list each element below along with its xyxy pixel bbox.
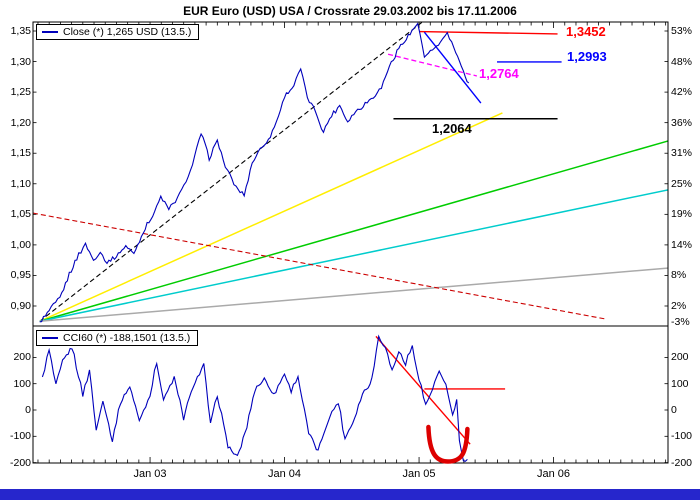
- price-legend[interactable]: Close (*) 1,265 USD (13.5.): [36, 24, 200, 40]
- price-y-axis-label-left: 0,95: [10, 269, 31, 282]
- price-y-axis-label-right: 31%: [671, 147, 693, 160]
- x-axis-label: Jan 06: [536, 468, 571, 480]
- price-y-axis-label-right: 48%: [671, 55, 693, 68]
- price-y-axis-label-right: 42%: [671, 86, 693, 99]
- price-y-axis-label-left: 1,25: [10, 86, 31, 99]
- price-y-axis-label-left: 1,30: [10, 55, 31, 68]
- price-y-axis-label-right: 53%: [671, 25, 693, 37]
- price-y-axis-label-right: -3%: [671, 316, 690, 328]
- price-level-label-2: 1,2764: [479, 66, 519, 81]
- price-y-axis-label-right: 14%: [671, 238, 693, 251]
- price-y-axis-label-right: 19%: [671, 208, 693, 221]
- cci-y-axis-label-left: -200: [9, 456, 31, 469]
- chart-title: EUR Euro (USD) USA / Crossrate 29.03.200…: [183, 4, 517, 18]
- price-level-label-0: 1,3452: [566, 24, 606, 39]
- taskbar-strip: [0, 489, 700, 500]
- price-y-axis-label-left: 1,20: [10, 116, 31, 129]
- cci-y-axis-label-left: 100: [13, 377, 31, 390]
- cci-legend-label: CCI60 (*) -188,1501 (13.5.): [63, 332, 191, 344]
- price-line-swatch: [42, 31, 58, 33]
- price-y-axis-label-left: 1,00: [10, 238, 31, 251]
- cci-y-axis-label-left: -100: [9, 430, 31, 443]
- price-y-axis-label-left: 1,10: [10, 177, 31, 190]
- x-axis-label: Jan 03: [133, 468, 167, 480]
- cci-line-swatch: [42, 337, 58, 339]
- cci-y-axis-label-right: 0: [671, 404, 677, 416]
- price-y-axis-label-left: 0,90: [10, 299, 31, 312]
- price-y-axis-label-left: 1,35: [10, 25, 31, 37]
- cci-y-axis-label-left: 200: [13, 351, 31, 364]
- price-y-axis-label-right: 36%: [671, 116, 693, 129]
- cci-y-axis-label-right: -100: [671, 430, 693, 443]
- price-y-axis-label-right: 2%: [671, 299, 687, 312]
- cci-y-axis-label-right: 100: [671, 377, 689, 390]
- price-y-axis-label-right: 25%: [671, 177, 693, 190]
- price-y-axis-label-right: 8%: [671, 269, 687, 282]
- cci-y-axis-label-right: 200: [671, 351, 689, 364]
- price-legend-label: Close (*) 1,265 USD (13.5.): [63, 26, 192, 38]
- price-y-axis-label-left: 1,15: [10, 147, 31, 160]
- cci-y-axis-label-right: -200: [671, 456, 693, 469]
- price-level-label-3: 1,2064: [432, 121, 472, 136]
- price-y-axis-label-left: 1,05: [10, 208, 31, 221]
- x-axis-label: Jan 05: [402, 468, 436, 480]
- cci-y-axis-label-left: 0: [25, 404, 31, 416]
- price-level-label-1: 1,2993: [567, 49, 607, 64]
- x-axis-label: Jan 04: [267, 468, 302, 480]
- cci-legend[interactable]: CCI60 (*) -188,1501 (13.5.): [36, 330, 199, 346]
